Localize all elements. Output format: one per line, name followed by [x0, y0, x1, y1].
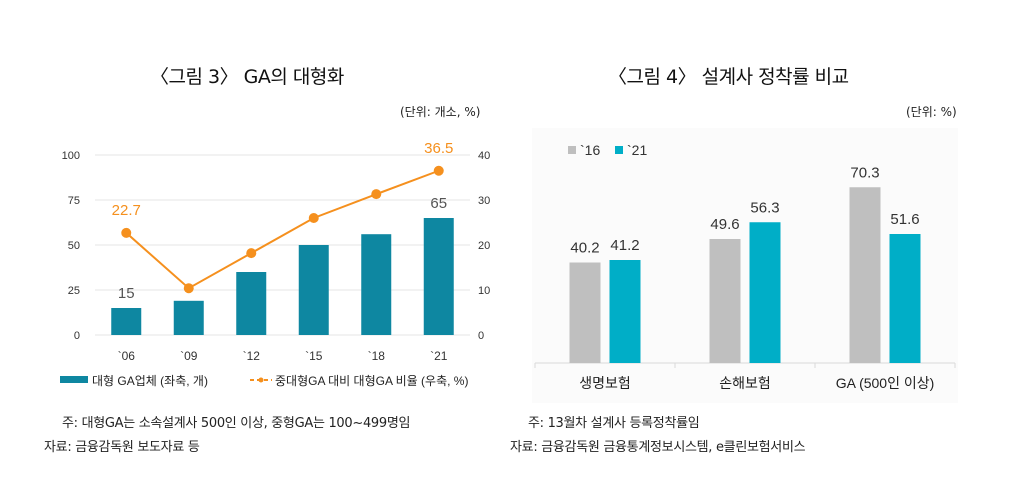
y-left-tick-label: 0 [74, 330, 80, 342]
line-point [121, 227, 132, 238]
chart2-title: 〈그림 4〉 설계사 정착률 비교 [608, 66, 849, 88]
bar-data-label: 15 [118, 285, 135, 302]
bar-2016 [569, 262, 601, 363]
y-right-tick-label: 40 [478, 150, 490, 162]
legend-label-line: 중대형GA 대비 대형GA 비율 (우축, %) [275, 374, 468, 388]
line-point [308, 213, 319, 223]
bar-2021 [609, 260, 641, 363]
line-point [433, 165, 444, 176]
legend-swatch-marker [258, 377, 264, 383]
legend-label-16: `16 [580, 142, 600, 158]
bar-data-label: 49.6 [710, 216, 739, 233]
y-left-tick-label: 75 [68, 195, 80, 207]
bar-large-ga [173, 300, 204, 335]
y-right-tick-label: 30 [478, 195, 490, 207]
bar-2016 [709, 239, 741, 363]
legend-swatch-21 [615, 146, 623, 154]
chart1-title: 〈그림 3〉 GA의 대형화 [150, 66, 344, 88]
bar-data-label: 41.2 [610, 237, 639, 254]
bar-large-ga [111, 308, 142, 335]
chart2-source: 자료: 금융감독원 금융통계정보시스템, e클린보험서비스 [510, 440, 806, 455]
chart2-panel [532, 128, 958, 403]
bar-data-label: 70.3 [850, 164, 879, 181]
chart1-unit-label: (단위: 개소, %) [400, 105, 481, 119]
chart2-note: 주: 13월차 설계사 등록정착률임 [528, 416, 700, 431]
legend-swatch-bar [60, 376, 88, 383]
legend-swatch-16 [568, 146, 576, 154]
x-tick-label: `09 [180, 349, 198, 363]
bar-data-label: 56.3 [750, 199, 779, 216]
x-tick-label: `12 [243, 349, 261, 363]
bar-2021 [889, 234, 921, 363]
x-tick-label: `21 [430, 349, 448, 363]
x-tick-label: `06 [118, 349, 136, 363]
bar-large-ga [236, 272, 267, 335]
bar-data-label: 65 [430, 195, 447, 212]
y-left-tick-label: 100 [62, 150, 80, 162]
chart1-source: 자료: 금융감독원 보도자료 등 [44, 440, 200, 455]
line-ratio [125, 169, 440, 290]
line-point [246, 248, 257, 259]
line-point [183, 283, 194, 294]
legend-label-21: `21 [627, 142, 647, 158]
y-left-tick-label: 25 [68, 285, 80, 297]
x-tick-label: `18 [368, 349, 386, 363]
y-right-tick-label: 10 [478, 285, 490, 297]
chart1-note: 주: 대형GA는 소속설계사 500인 이상, 중형GA는 100~499명임 [62, 416, 411, 431]
bar-data-label: 40.2 [570, 240, 599, 257]
chart2-retention-rate: `16 `21 40.2 49.6 70.3 41.2 56.3 51.6 생명보험 손해보… [534, 142, 956, 391]
bar-2016 [849, 187, 881, 363]
bar-large-ga [298, 245, 329, 335]
line-point [371, 189, 382, 200]
y-left-tick-label: 50 [68, 240, 80, 252]
bar-large-ga [423, 218, 454, 335]
line-data-label: 22.7 [112, 202, 141, 219]
bar-data-label: 51.6 [890, 211, 919, 228]
x-tick-label: `15 [305, 349, 323, 363]
line-data-label: 36.5 [424, 140, 453, 157]
bar-2021 [749, 222, 781, 363]
y-right-tick-label: 20 [478, 240, 490, 252]
x-category-label: 생명보험 [579, 375, 631, 391]
chart2-unit-label: (단위: %) [906, 105, 957, 119]
legend-label-bar: 대형 GA업체 (좌축, 개) [92, 374, 208, 388]
bar-large-ga [361, 234, 392, 335]
x-category-label: GA (500인 이상) [836, 375, 935, 391]
y-right-tick-label: 0 [478, 330, 484, 342]
x-category-label: 손해보험 [719, 375, 771, 391]
